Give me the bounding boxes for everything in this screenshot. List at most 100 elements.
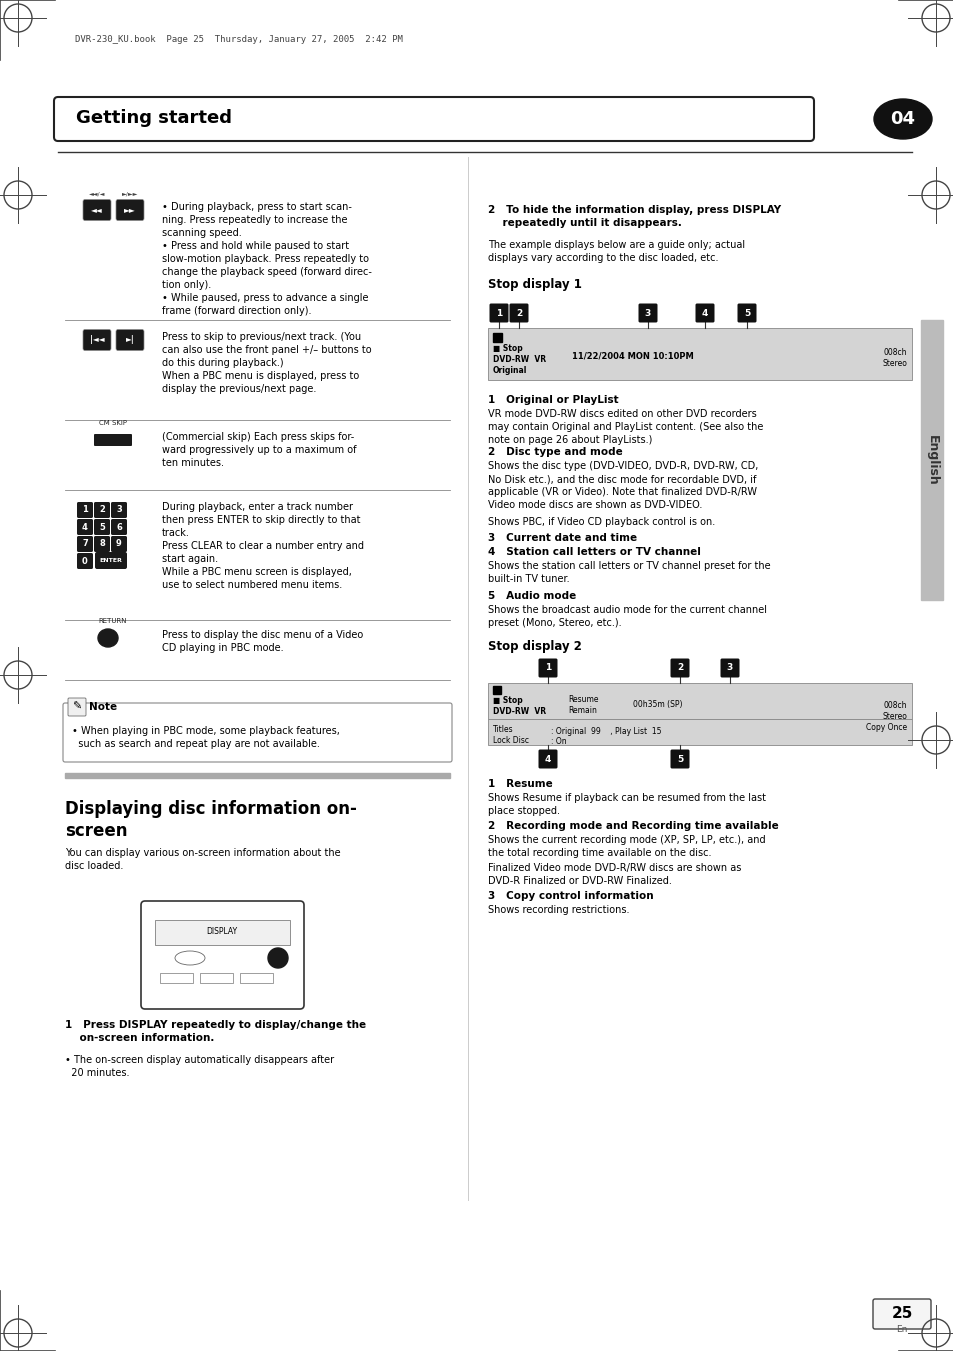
- Text: 3   Copy control information: 3 Copy control information: [488, 892, 653, 901]
- Text: 3: 3: [116, 505, 122, 515]
- FancyBboxPatch shape: [77, 553, 92, 569]
- Text: CM SKIP: CM SKIP: [99, 420, 127, 426]
- Text: 4   Station call letters or TV channel: 4 Station call letters or TV channel: [488, 547, 700, 557]
- Text: 2: 2: [99, 505, 105, 515]
- FancyBboxPatch shape: [77, 536, 92, 553]
- Text: 2   To hide the information display, press DISPLAY
    repeatedly until it disap: 2 To hide the information display, press…: [488, 205, 781, 228]
- Text: Finalized Video mode DVD-R/RW discs are shown as
DVD-R Finalized or DVD-RW Final: Finalized Video mode DVD-R/RW discs are …: [488, 863, 740, 886]
- Text: 5: 5: [677, 754, 682, 763]
- Text: Shows PBC, if Video CD playback control is on.: Shows PBC, if Video CD playback control …: [488, 517, 715, 527]
- FancyBboxPatch shape: [489, 304, 508, 323]
- Text: |◄◄: |◄◄: [90, 335, 104, 345]
- Text: 1   Resume: 1 Resume: [488, 780, 552, 789]
- FancyBboxPatch shape: [537, 658, 557, 677]
- Text: : On: : On: [551, 736, 566, 746]
- FancyBboxPatch shape: [83, 330, 111, 350]
- Text: 5: 5: [99, 523, 105, 531]
- FancyBboxPatch shape: [77, 519, 92, 535]
- Text: Displaying disc information on-
screen: Displaying disc information on- screen: [65, 800, 356, 839]
- Text: The example displays below are a guide only; actual
displays vary according to t: The example displays below are a guide o…: [488, 240, 744, 263]
- Bar: [493, 686, 500, 694]
- FancyBboxPatch shape: [94, 536, 110, 553]
- Text: 1: 1: [82, 505, 88, 515]
- Bar: [488, 719, 911, 744]
- Text: 5   Audio mode: 5 Audio mode: [488, 590, 576, 601]
- Text: : Original  99    , Play List  15: : Original 99 , Play List 15: [551, 727, 660, 736]
- Text: 00h35m (SP): 00h35m (SP): [633, 701, 681, 709]
- Text: 11/22/2004 MON 10:10PM: 11/22/2004 MON 10:10PM: [572, 351, 693, 361]
- Ellipse shape: [174, 951, 205, 965]
- Text: ENTER: ENTER: [99, 558, 122, 562]
- Text: Shows the station call letters or TV channel preset for the
built-in TV tuner.: Shows the station call letters or TV cha…: [488, 561, 770, 584]
- FancyBboxPatch shape: [872, 1300, 930, 1329]
- FancyBboxPatch shape: [116, 200, 144, 220]
- Text: 8: 8: [99, 539, 105, 549]
- Text: 2: 2: [677, 663, 682, 673]
- Text: 1: 1: [496, 308, 501, 317]
- FancyBboxPatch shape: [737, 304, 756, 323]
- Text: ►/►►: ►/►►: [122, 190, 138, 196]
- Text: (Commercial skip) Each press skips for-
ward progressively up to a maximum of
te: (Commercial skip) Each press skips for- …: [162, 432, 356, 467]
- Text: 008ch
Stereo
Copy Once: 008ch Stereo Copy Once: [865, 701, 906, 732]
- FancyBboxPatch shape: [720, 658, 739, 677]
- FancyBboxPatch shape: [670, 750, 689, 769]
- FancyBboxPatch shape: [116, 330, 144, 350]
- Text: ►►: ►►: [124, 205, 135, 215]
- Text: Stop display 1: Stop display 1: [488, 278, 581, 290]
- Text: 2: 2: [516, 308, 521, 317]
- FancyBboxPatch shape: [95, 553, 127, 569]
- Bar: [488, 684, 911, 719]
- Text: Shows the disc type (DVD-VIDEO, DVD-R, DVD-RW, CD,
No Disk etc.), and the disc m: Shows the disc type (DVD-VIDEO, DVD-R, D…: [488, 461, 758, 511]
- Text: 3   Current date and time: 3 Current date and time: [488, 534, 637, 543]
- Text: 1: 1: [544, 663, 551, 673]
- FancyBboxPatch shape: [638, 304, 657, 323]
- Text: 0: 0: [82, 557, 88, 566]
- Text: English: English: [924, 435, 938, 485]
- Ellipse shape: [873, 99, 931, 139]
- Text: 5: 5: [743, 308, 749, 317]
- Bar: [488, 328, 911, 380]
- Text: 25: 25: [890, 1305, 912, 1320]
- Text: Shows recording restrictions.: Shows recording restrictions.: [488, 905, 629, 915]
- Text: Shows the current recording mode (XP, SP, LP, etc.), and
the total recording tim: Shows the current recording mode (XP, SP…: [488, 835, 765, 858]
- Text: • The on-screen display automatically disappears after
  20 minutes.: • The on-screen display automatically di…: [65, 1055, 334, 1078]
- Text: 7: 7: [82, 539, 88, 549]
- Text: 3: 3: [644, 308, 651, 317]
- Text: 2   Disc type and mode: 2 Disc type and mode: [488, 447, 622, 457]
- FancyBboxPatch shape: [94, 434, 132, 446]
- Text: Shows Resume if playback can be resumed from the last
place stopped.: Shows Resume if playback can be resumed …: [488, 793, 765, 816]
- Bar: [65, 773, 450, 778]
- Text: En: En: [896, 1325, 906, 1335]
- Text: 4: 4: [82, 523, 88, 531]
- Text: Shows the broadcast audio mode for the current channel
preset (Mono, Stereo, etc: Shows the broadcast audio mode for the c…: [488, 605, 766, 628]
- Text: 4: 4: [701, 308, 707, 317]
- Text: 2   Recording mode and Recording time available: 2 Recording mode and Recording time avai…: [488, 821, 778, 831]
- FancyBboxPatch shape: [83, 200, 111, 220]
- FancyBboxPatch shape: [77, 503, 92, 517]
- Text: 008ch
Stereo: 008ch Stereo: [882, 349, 906, 367]
- Text: ✎: ✎: [72, 703, 82, 712]
- Text: 1   Original or PlayList: 1 Original or PlayList: [488, 394, 618, 405]
- Bar: [920, 320, 942, 600]
- Text: Resume
Remain: Resume Remain: [567, 694, 598, 715]
- FancyBboxPatch shape: [94, 503, 110, 517]
- Text: ◄◄: ◄◄: [91, 205, 103, 215]
- Text: ◄◄/◄: ◄◄/◄: [89, 190, 105, 196]
- Text: • During playback, press to start scan-
ning. Press repeatedly to increase the
s: • During playback, press to start scan- …: [162, 203, 372, 316]
- FancyBboxPatch shape: [537, 750, 557, 769]
- FancyBboxPatch shape: [111, 519, 127, 535]
- Text: Press to display the disc menu of a Video
CD playing in PBC mode.: Press to display the disc menu of a Vide…: [162, 630, 363, 653]
- Ellipse shape: [98, 630, 118, 647]
- FancyBboxPatch shape: [509, 304, 528, 323]
- Bar: [154, 920, 290, 944]
- FancyBboxPatch shape: [94, 519, 110, 535]
- Text: During playback, enter a track number
then press ENTER to skip directly to that
: During playback, enter a track number th…: [162, 503, 364, 590]
- Text: You can display various on-screen information about the
disc loaded.: You can display various on-screen inform…: [65, 848, 340, 871]
- Text: Press to skip to previous/next track. (You
can also use the front panel +/– butt: Press to skip to previous/next track. (Y…: [162, 332, 372, 394]
- Text: 4: 4: [544, 754, 551, 763]
- Bar: [493, 332, 501, 342]
- Text: • When playing in PBC mode, some playback features,
  such as search and repeat : • When playing in PBC mode, some playbac…: [71, 725, 339, 748]
- FancyBboxPatch shape: [141, 901, 304, 1009]
- FancyBboxPatch shape: [63, 703, 452, 762]
- Text: Note: Note: [89, 703, 117, 712]
